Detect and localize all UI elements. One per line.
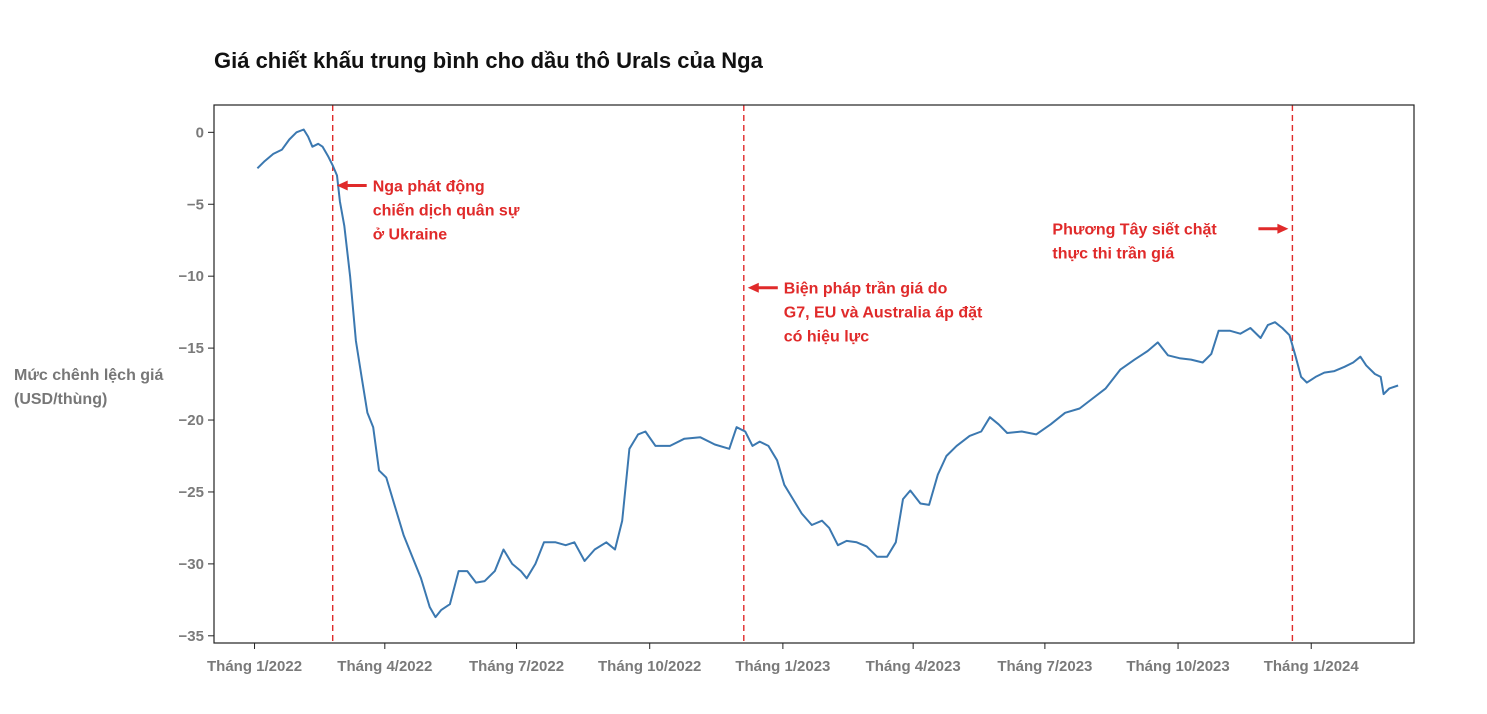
x-tick-label: Tháng 4/2023 — [866, 658, 961, 675]
y-axis-label-line-2: (USD/thùng) — [14, 391, 108, 408]
y-tick-label: −5 — [187, 196, 204, 213]
x-tick-label: Tháng 1/2023 — [735, 658, 830, 675]
event-label: thực thi trần giá — [1052, 246, 1174, 263]
x-tick-label: Tháng 7/2023 — [997, 658, 1092, 675]
x-tick-label: Tháng 10/2022 — [598, 658, 701, 675]
x-tick-label: Tháng 4/2022 — [337, 658, 432, 675]
x-axis: Tháng 1/2022 Tháng 4/2022 Tháng 7/2022 Thán… — [207, 643, 1359, 675]
y-tick-label: −15 — [179, 340, 204, 357]
plot-frame — [213, 104, 1415, 644]
y-tick-label: −20 — [179, 412, 204, 429]
y-axis-label: Mức chênh lệch giá (USD/thùng) — [14, 364, 163, 412]
event-label: Biện pháp trần giá do — [784, 281, 948, 298]
y-tick-label: −10 — [179, 268, 204, 285]
event-label: ở Ukraine — [373, 227, 448, 244]
event-label: Phương Tây siết chặt — [1052, 222, 1217, 239]
event-label: có hiệu lực — [784, 329, 869, 346]
y-axis: 0 −5 −10 −15 −20 −25 −30 −35 — [179, 124, 214, 645]
x-tick-label: Tháng 10/2023 — [1126, 658, 1229, 675]
event-arrow-head — [747, 282, 759, 293]
x-tick-label: Tháng 7/2022 — [469, 658, 564, 675]
x-tick-label: Tháng 1/2024 — [1264, 658, 1360, 675]
y-tick-label: −35 — [179, 628, 204, 645]
chart-title: Giá chiết khấu trung bình cho dầu thô Ur… — [214, 48, 763, 73]
y-axis-label-line-1: Mức chênh lệch giá — [14, 367, 164, 384]
annotations: Nga phát động chiến dịch quân sự ở Ukraine… — [336, 179, 1289, 346]
series-line — [256, 128, 1399, 619]
y-tick-label: −30 — [179, 556, 204, 573]
x-tick-label: Tháng 1/2022 — [207, 658, 302, 675]
event-label: Nga phát động — [373, 179, 485, 196]
y-tick-label: −25 — [179, 484, 204, 501]
event-arrow-head — [1277, 223, 1289, 234]
event-label: chiến dịch quân sự — [373, 203, 520, 220]
y-tick-label: 0 — [196, 124, 204, 141]
series-layer — [256, 128, 1399, 619]
event-arrow-head — [336, 180, 348, 191]
event-label: G7, EU và Australia áp đặt — [784, 305, 983, 322]
